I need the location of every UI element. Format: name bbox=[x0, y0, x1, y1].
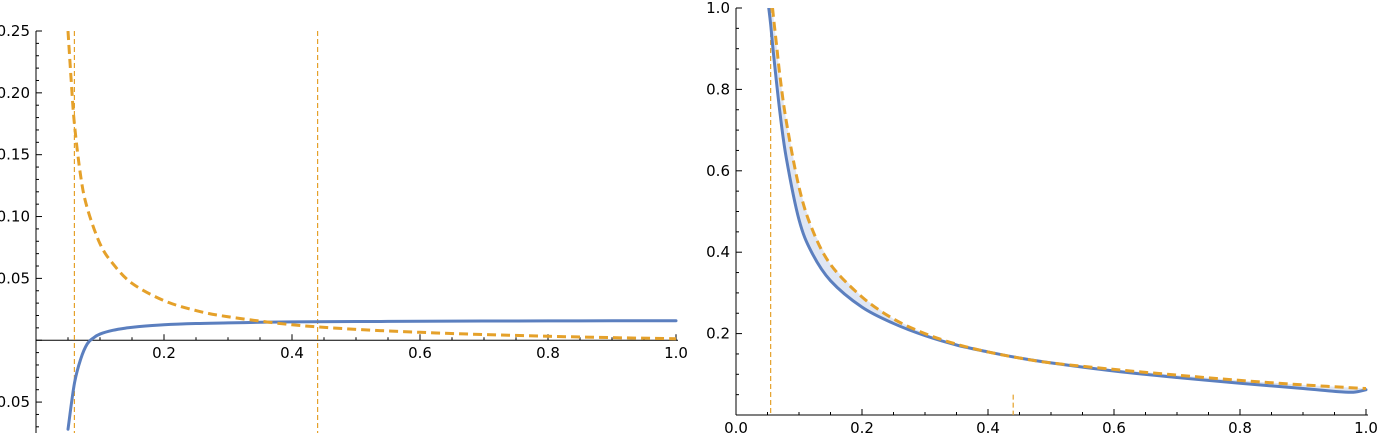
right-x-tick-label: 0.6 bbox=[1102, 419, 1126, 435]
right-series-dashed-line bbox=[771, 8, 1367, 391]
left-y-tick-label: 0.05 bbox=[0, 269, 30, 287]
right-x-tick-label: 0.8 bbox=[1228, 419, 1252, 435]
left-series-solid-line bbox=[66, 319, 678, 431]
left-x-tick-label: 0.2 bbox=[152, 344, 176, 362]
right-y-tick-label: 0.2 bbox=[706, 325, 730, 343]
left-y-tick-label: 0.10 bbox=[0, 208, 30, 226]
left-x-tick-label: 0.8 bbox=[536, 344, 560, 362]
right-series-solid-line bbox=[767, 8, 1368, 394]
left-y-tick-label: -0.05 bbox=[0, 393, 30, 411]
right-y-tick-label: 0.8 bbox=[706, 80, 730, 98]
right-x-tick-label: 0.2 bbox=[850, 419, 874, 435]
left-y-tick-label: 0.15 bbox=[0, 146, 30, 164]
left-x-tick-label: 0.6 bbox=[408, 344, 432, 362]
left-x-tick-label: 1.0 bbox=[664, 344, 688, 362]
right-shaded-band bbox=[768, 8, 1366, 393]
left-y-tick-label: 0.25 bbox=[0, 22, 30, 40]
right-y-tick-label: 0.6 bbox=[706, 162, 730, 180]
right-y-tick-label: 1.0 bbox=[706, 0, 730, 17]
right-x-tick-label: 0.4 bbox=[976, 419, 1000, 435]
right-x-tick-label: 1.0 bbox=[1354, 419, 1378, 435]
right-y-tick-label: 0.4 bbox=[706, 243, 730, 261]
right-x-tick-label: 0.0 bbox=[724, 419, 748, 435]
right-chart: 0.0 0.2 0.4 0.6 0.8 1.0 0.2 0.4 0.6 0.8 1.0 bbox=[706, 0, 1378, 435]
left-x-tick-label: 0.4 bbox=[280, 344, 304, 362]
left-series-dashed-line bbox=[66, 31, 677, 341]
left-chart: 0.2 0.4 0.6 0.8 1.0 -0.05 0.05 0.10 0.15 0.20 0.25 bbox=[0, 22, 688, 433]
left-y-tick-label: 0.20 bbox=[0, 84, 30, 102]
